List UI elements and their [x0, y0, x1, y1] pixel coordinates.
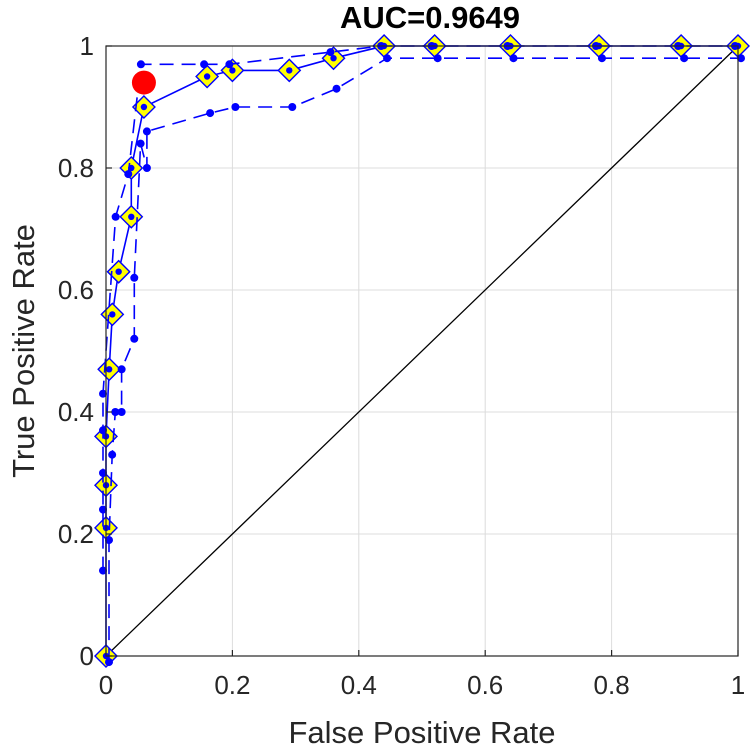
bound-point — [99, 426, 107, 435]
chance-diagonal-line — [105, 45, 739, 657]
bound-point — [130, 334, 139, 343]
y-axis-label: True Positive Rate — [6, 224, 41, 478]
roc-point-center — [140, 103, 148, 111]
roc-point-center — [105, 366, 113, 373]
y-tick-label: 1 — [80, 31, 94, 61]
y-tick-label: 0.4 — [58, 397, 94, 427]
bound-point — [509, 54, 518, 63]
roc-point-center — [229, 67, 236, 74]
bound-point — [99, 469, 107, 477]
chance-diagonal — [105, 45, 739, 657]
roc-point-center — [286, 67, 293, 74]
bound-point — [99, 566, 107, 575]
bound-point — [111, 408, 120, 416]
bound-point — [105, 658, 113, 667]
bound-point — [225, 60, 234, 69]
bound-point — [142, 127, 151, 136]
bound-point — [383, 54, 392, 63]
bound-point — [124, 170, 133, 179]
roc-point-center — [203, 73, 211, 80]
roc-bound-lower-bound — [105, 54, 745, 667]
bound-point — [288, 103, 297, 111]
roc-point-center — [128, 213, 135, 220]
plot-area-border — [105, 45, 739, 657]
chart-title: AUC=0.9649 — [340, 0, 520, 35]
x-tick-label: 0.4 — [341, 670, 377, 700]
bound-point — [231, 103, 240, 111]
bound-point — [105, 536, 113, 545]
bound-point — [680, 54, 689, 63]
y-tick-label: 0 — [80, 641, 94, 671]
bound-point — [142, 164, 151, 172]
bound-point — [136, 139, 145, 148]
x-tick-label: 0.8 — [594, 670, 630, 700]
bound-point — [136, 60, 145, 69]
bound-point — [332, 84, 341, 93]
bound-point — [111, 212, 120, 221]
bound-point — [326, 48, 335, 57]
x-tick-label: 0 — [99, 670, 113, 700]
bound-point — [200, 60, 209, 69]
x-axis-label: False Positive Rate — [288, 715, 555, 750]
bound-point — [206, 109, 215, 118]
bound-line — [102, 45, 735, 571]
bound-line — [108, 57, 741, 663]
y-tick-label: 0.2 — [58, 519, 94, 549]
roc-point-center — [330, 55, 337, 62]
bound-point — [737, 54, 745, 63]
roc-point-center — [115, 268, 122, 275]
x-tick-label: 0.2 — [214, 670, 250, 700]
x-tick-label: 1 — [731, 670, 745, 700]
roc-point-center — [109, 311, 116, 318]
bound-point — [117, 408, 126, 416]
bound-point — [117, 365, 126, 374]
bound-point — [108, 450, 117, 459]
axis-ticks: 0 0.2 0.4 0.6 0.8 1 0 0.2 0.4 0.6 0.8 1 — [58, 31, 745, 700]
roc-bound-upper-bound — [99, 42, 739, 575]
bound-point — [130, 273, 139, 282]
operating-point — [131, 70, 156, 95]
bound-point — [99, 505, 107, 514]
x-tick-label: 0.6 — [467, 670, 503, 700]
y-tick-label: 0.8 — [58, 153, 94, 183]
bound-point — [99, 389, 107, 398]
bound-point — [597, 54, 606, 63]
bound-point — [433, 54, 442, 63]
y-tick-label: 0.6 — [58, 275, 94, 305]
